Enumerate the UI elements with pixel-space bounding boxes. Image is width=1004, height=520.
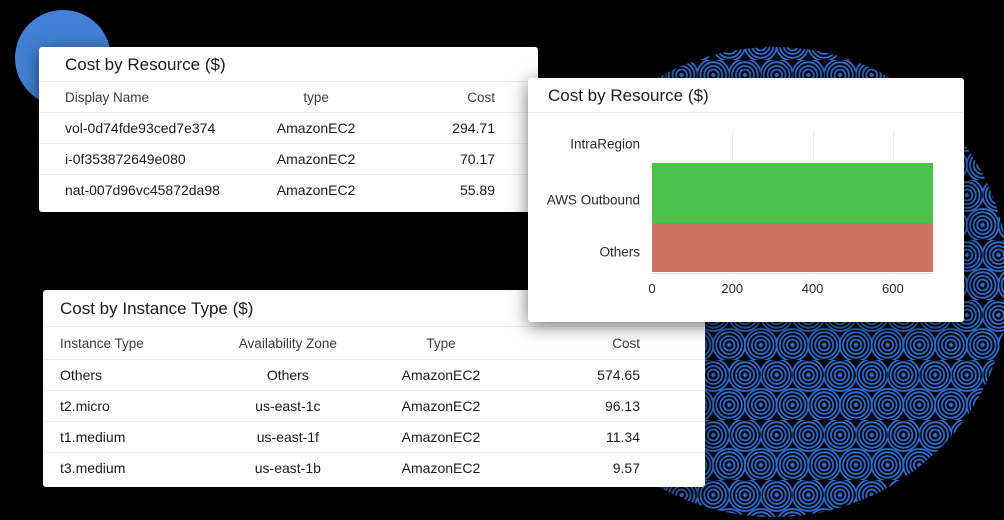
table-cell: 70.17 — [377, 143, 538, 175]
table-cell: AmazonEC2 — [276, 182, 356, 198]
table-cell: us-east-1c — [211, 390, 365, 422]
table-cell: 294.71 — [377, 112, 538, 144]
x-tick-label: 0 — [648, 281, 656, 296]
column-header: Cost — [377, 82, 538, 113]
table-row: vol-0d74fde93ced7e374 AmazonEC2 294.71 — [39, 112, 538, 144]
table-cell: AmazonEC2 — [401, 460, 481, 476]
resource-table-body: vol-0d74fde93ced7e374 AmazonEC2 294.71 i-0f… — [39, 112, 538, 206]
instance-table-body: Others Others AmazonEC2 574.65 t2.micro us-ea… — [43, 359, 705, 484]
table-row: t2.micro us-east-1c AmazonEC2 96.13 — [43, 390, 705, 422]
table-row: t1.medium us-east-1f AmazonEC2 11.34 — [43, 421, 705, 453]
y-axis-label-others: Others — [599, 244, 640, 260]
instance-table-head: Instance Type Availability Zone Type Cost — [43, 327, 705, 360]
table-cell: us-east-1f — [211, 421, 365, 453]
table-cell: us-east-1b — [254, 460, 321, 476]
table-row: Others Others AmazonEC2 574.65 — [43, 359, 705, 391]
column-header: Cost — [517, 327, 705, 360]
bar-chart: IntraRegion AWS Outbound Others 0 200 400 6… — [528, 113, 964, 321]
column-header: Availability Zone — [211, 327, 365, 360]
table-row: nat-007d96vc45872da98 AmazonEC2 55.89 — [39, 175, 538, 206]
column-header: Type — [364, 327, 518, 360]
card-title: Cost by Instance Type ($) — [43, 290, 705, 327]
resource-table-head: Display Name type Cost — [39, 82, 538, 113]
cost-by-resource-chart-card: Cost by Resource ($) IntraRegion AWS Out… — [528, 78, 964, 322]
table-cell: t3.medium — [60, 460, 126, 476]
chart-x-axis: 0 200 400 600 — [648, 274, 933, 298]
y-axis-labels: IntraRegion AWS Outbound Others — [528, 130, 640, 273]
chart-plot — [652, 130, 933, 274]
column-header: Instance Type — [43, 327, 212, 360]
table-cell: t2.micro — [43, 390, 212, 422]
card-title: Cost by Resource ($) — [528, 78, 964, 113]
table-cell: AmazonEC2 — [254, 112, 378, 144]
instance-table: Instance Type Availability Zone Type Cost O… — [43, 327, 705, 483]
table-cell: Others — [211, 359, 365, 391]
cost-by-instance-type-table-card: Cost by Instance Type ($) Instance Type A… — [43, 290, 705, 487]
y-axis-label-aws-outbound: AWS Outbound — [546, 192, 640, 208]
x-tick-label: 200 — [721, 281, 744, 296]
table-cell: AmazonEC2 — [364, 421, 518, 453]
table-header-row: Instance Type Availability Zone Type Cost — [43, 327, 705, 360]
table-cell: 55.89 — [459, 182, 495, 198]
table-cell: AmazonEC2 — [364, 359, 518, 391]
x-tick-label: 600 — [881, 281, 904, 296]
table-cell: t1.medium — [43, 421, 212, 453]
table-cell: i-0f353872649e080 — [39, 143, 255, 175]
table-header-row: Display Name type Cost — [39, 82, 538, 113]
table-cell: 96.13 — [517, 390, 705, 422]
cost-by-resource-table-card: Cost by Resource ($) Display Name type Cos… — [39, 47, 538, 212]
table-cell: nat-007d96vc45872da98 — [65, 182, 220, 198]
table-cell: 9.57 — [612, 460, 640, 476]
table-cell: AmazonEC2 — [254, 143, 378, 175]
y-axis-label-intraregion: IntraRegion — [570, 136, 640, 152]
table-row: i-0f353872649e080 AmazonEC2 70.17 — [39, 143, 538, 175]
table-row: t3.medium us-east-1b AmazonEC2 9.57 — [43, 453, 705, 484]
bar-others — [652, 223, 933, 272]
table-cell: vol-0d74fde93ced7e374 — [39, 112, 255, 144]
table-cell: Others — [43, 359, 212, 391]
column-header: type — [254, 82, 378, 113]
table-cell: 11.34 — [517, 421, 705, 453]
column-header: Display Name — [39, 82, 255, 113]
resource-table: Display Name type Cost vol-0d74fde93ced7e3… — [39, 82, 538, 205]
bar-aws-outbound — [652, 163, 933, 223]
card-title: Cost by Resource ($) — [39, 47, 538, 82]
table-cell: AmazonEC2 — [364, 390, 518, 422]
x-tick-label: 400 — [801, 281, 824, 296]
table-cell: 574.65 — [517, 359, 705, 391]
